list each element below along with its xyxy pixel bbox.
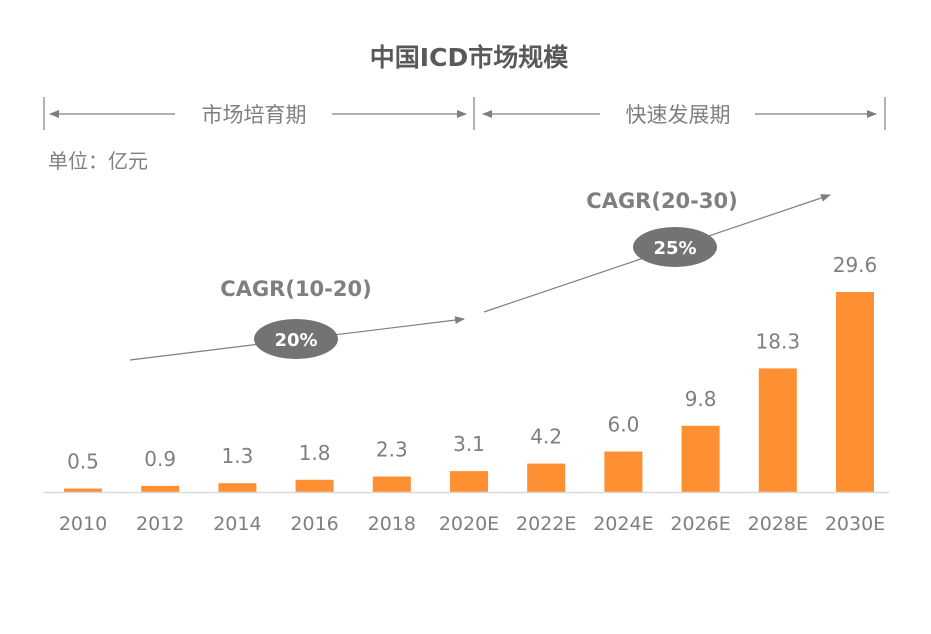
category-label-2026E: 2026E [670, 513, 730, 535]
cagr-1-value: 20% [274, 330, 317, 351]
value-label-2020E: 3.1 [453, 432, 485, 456]
bar-2024E [604, 451, 643, 492]
category-labels-group: 2010 2012 2014 2016 2018 2020E 2022E 2024E 2026E… [59, 513, 885, 535]
bar-2016 [295, 479, 334, 492]
bar-2028E [758, 368, 797, 492]
value-label-2030E: 29.6 [833, 253, 878, 277]
phase-2-label: 快速发展期 [626, 103, 731, 127]
value-label-2022E: 4.2 [530, 425, 562, 449]
cagr-1-label: CAGR(10-20) [220, 277, 371, 301]
category-label-2024E: 2024E [593, 513, 653, 535]
cagr-2-value: 25% [653, 238, 696, 259]
value-label-2012: 0.9 [144, 447, 176, 471]
cagr-2-label: CAGR(20-30) [586, 189, 737, 213]
category-label-2022E: 2022E [516, 513, 576, 535]
category-label-2018: 2018 [368, 513, 416, 535]
value-labels-group: 0.5 0.9 1.3 1.8 2.3 3.1 4.2 6.0 9.8 18.3 29.6 [67, 253, 877, 474]
value-label-2028E: 18.3 [756, 329, 801, 353]
category-label-2014: 2014 [213, 513, 261, 535]
phase-1-label: 市场培育期 [202, 103, 307, 127]
value-label-2014: 1.3 [221, 444, 253, 468]
unit-label: 单位：亿元 [48, 149, 148, 173]
value-label-2024E: 6.0 [607, 413, 639, 437]
bar-2014 [218, 483, 257, 492]
bar-2010 [64, 488, 102, 492]
category-label-2012: 2012 [136, 513, 184, 535]
bar-2018 [372, 476, 411, 492]
category-label-2028E: 2028E [748, 513, 808, 535]
cagr-1-badge [254, 319, 338, 359]
category-label-2020E: 2020E [439, 513, 499, 535]
bar-2020E [450, 471, 488, 492]
bar-2026E [681, 425, 720, 492]
value-label-2010: 0.5 [67, 450, 99, 474]
bar-2012 [141, 485, 180, 492]
value-label-2016: 1.8 [299, 441, 331, 465]
value-label-2018: 2.3 [376, 438, 408, 462]
bar-2030E [836, 292, 874, 492]
category-label-2030E: 2030E [825, 513, 885, 535]
category-label-2010: 2010 [59, 513, 107, 535]
value-label-2026E: 9.8 [685, 387, 717, 411]
category-label-2016: 2016 [290, 513, 338, 535]
bar-2022E [527, 463, 566, 492]
cagr-2-badge [633, 227, 717, 267]
chart-title: 中国ICD市场规模 [370, 43, 569, 72]
bars-group [64, 292, 874, 492]
